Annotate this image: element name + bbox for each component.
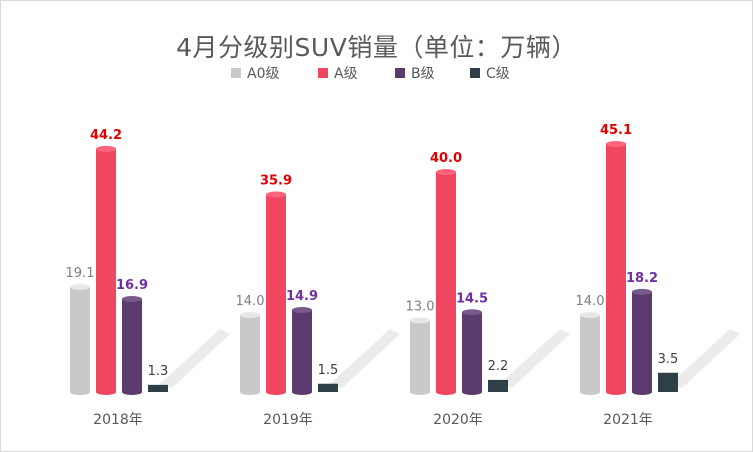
legend-label-c: C级 <box>486 66 510 82</box>
legend-swatch-a <box>318 68 328 78</box>
legend-swatch-c <box>470 68 480 78</box>
legend-item-c: C级 <box>470 63 510 83</box>
bar-cap-B级 <box>462 309 482 316</box>
chart-title: 4月分级别SUV销量（单位：万辆） <box>176 33 577 62</box>
bar-cap-B级 <box>122 296 142 303</box>
shadow-streak <box>670 329 740 388</box>
bar-C级 <box>488 379 508 392</box>
value-label: 2.2 <box>488 359 509 374</box>
category-label: 2021年 <box>603 412 653 428</box>
value-label: 16.9 <box>116 278 148 293</box>
bar-base-A0级 <box>410 389 430 395</box>
legend-item-a: A级 <box>318 63 358 83</box>
bar-cap-B级 <box>632 288 652 295</box>
value-label: 14.9 <box>286 289 318 304</box>
category-label: 2018年 <box>93 412 143 428</box>
bar-C级 <box>318 383 338 392</box>
category-label: 2019年 <box>263 412 313 428</box>
shadow-streak <box>330 329 400 388</box>
bar-A0级 <box>240 315 260 392</box>
bar-B级 <box>632 291 652 392</box>
legend-swatch-b <box>395 68 405 78</box>
bar-cap-A级 <box>606 140 626 147</box>
bar-base-A0级 <box>580 389 600 395</box>
bar-cap-B级 <box>292 307 312 314</box>
value-label: 3.5 <box>658 352 679 367</box>
legend-label-a: A级 <box>334 66 358 82</box>
bar-A0级 <box>410 320 430 392</box>
value-label: 19.1 <box>66 266 95 281</box>
value-label: 14.0 <box>236 294 265 309</box>
bar-B级 <box>292 310 312 392</box>
value-label: 1.5 <box>318 363 339 378</box>
bar-cap-A级 <box>96 145 116 152</box>
value-label: 40.0 <box>430 151 462 166</box>
bar-A级 <box>96 148 116 392</box>
bar-cap-A0级 <box>580 312 600 318</box>
bar-base-A0级 <box>70 389 90 395</box>
value-label: 45.1 <box>600 123 632 138</box>
bar-B级 <box>122 299 142 392</box>
bar-A级 <box>436 172 456 392</box>
bar-A0级 <box>580 315 600 392</box>
bar-base-B级 <box>292 389 312 395</box>
bar-A级 <box>266 194 286 392</box>
bar-cap-A级 <box>436 169 456 175</box>
bar-C级 <box>148 384 168 392</box>
bar-base-B级 <box>122 389 142 395</box>
category-label: 2020年 <box>433 412 483 428</box>
bar-base-B级 <box>632 389 652 395</box>
value-label: 18.2 <box>626 271 658 286</box>
value-label: 35.9 <box>260 174 292 189</box>
bar-cap-A级 <box>266 191 286 198</box>
legend-item-b: B级 <box>395 63 435 83</box>
value-label: 14.0 <box>576 294 605 309</box>
bar-cap-A0级 <box>240 312 260 318</box>
shadow-streak <box>500 329 570 388</box>
bar-base-A级 <box>436 389 456 395</box>
bar-base-A级 <box>266 389 286 395</box>
value-label: 44.2 <box>90 128 122 143</box>
value-label: 13.0 <box>406 300 435 315</box>
legend-item-a0: A0级 <box>231 63 279 83</box>
bar-B级 <box>462 312 482 392</box>
bar-base-A0级 <box>240 389 260 395</box>
bar-base-A级 <box>96 389 116 395</box>
legend-label-a0: A0级 <box>247 66 280 82</box>
shadow-streak <box>160 329 230 388</box>
legend-label-b: B级 <box>411 66 435 82</box>
bar-base-A级 <box>606 389 626 395</box>
legend-swatch-a0 <box>231 68 241 78</box>
bar-cap-A0级 <box>70 283 90 290</box>
value-label: 1.3 <box>148 364 169 379</box>
bar-A0级 <box>70 286 90 392</box>
bar-C级 <box>658 372 678 392</box>
legend: A0级 A级 B级 C级 <box>0 63 753 83</box>
bar-cap-A0级 <box>410 317 430 324</box>
bar-A级 <box>606 143 626 392</box>
value-label: 14.5 <box>456 291 488 306</box>
bar-base-B级 <box>462 389 482 395</box>
